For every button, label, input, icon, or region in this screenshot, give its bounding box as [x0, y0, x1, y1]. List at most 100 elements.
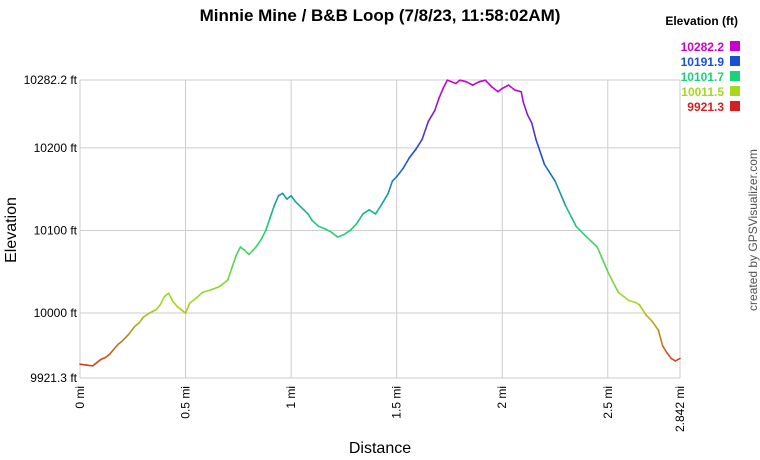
elevation-line-segment	[408, 148, 417, 159]
legend-swatch	[730, 71, 740, 81]
elevation-line-segment	[343, 229, 352, 236]
elevation-line-segment	[195, 291, 204, 299]
legend-title: Elevation (ft)	[665, 14, 738, 28]
elevation-line-segment	[661, 345, 668, 354]
x-tick-label: 1.5 mi	[390, 386, 404, 419]
elevation-line-segment	[628, 299, 637, 304]
elevation-line-segment	[395, 167, 404, 178]
elevation-line-segment	[172, 300, 178, 308]
elevation-line-segment	[134, 322, 140, 328]
elevation-line-segment	[311, 219, 320, 228]
elevation-line-segment	[155, 303, 162, 311]
y-tick-label: 10100 ft	[34, 223, 78, 237]
elevation-line-segment	[121, 333, 130, 342]
elevation-line-segment	[497, 87, 504, 93]
elevation-line-segment	[606, 270, 620, 294]
legend-value: 9921.3	[687, 100, 724, 114]
elevation-line-segment	[465, 81, 474, 86]
elevation-line-segment	[427, 109, 436, 123]
elevation-line-segment	[163, 292, 170, 298]
elevation-line-segment	[520, 90, 525, 104]
elevation-line-segment	[657, 329, 664, 347]
elevation-line-segment	[596, 246, 609, 273]
elevation-line-segment	[459, 79, 468, 83]
y-tick-labels: 9921.3 ft 10000 ft 10100 ft 10200 ft 10282.2…	[24, 73, 78, 385]
elevation-line-segment	[269, 204, 276, 219]
elevation-line-segment	[167, 292, 174, 303]
elevation-line-segment	[138, 316, 145, 324]
elevation-line-segment	[564, 204, 577, 228]
elevation-line-segment	[414, 138, 423, 151]
elevation-line-segment	[302, 209, 309, 215]
elevation-line-segment	[148, 308, 157, 314]
elevation-line-segment	[260, 229, 267, 240]
elevation-line-segment	[368, 209, 377, 215]
elevation-line-segment	[575, 225, 588, 238]
elevation-line-segment	[501, 84, 510, 90]
elevation-line-segment	[585, 236, 599, 248]
elevation-line-segment	[330, 231, 339, 238]
x-tick-label: 0 mi	[73, 386, 87, 409]
elevation-line-segment	[471, 81, 480, 86]
elevation-line-segment	[526, 114, 533, 124]
legend-swatch	[730, 56, 740, 66]
elevation-line-segment	[159, 295, 166, 306]
elevation-line-segment	[317, 225, 326, 230]
elevation-line-segment	[507, 84, 516, 91]
y-axis-title: Elevation	[3, 197, 20, 263]
elevation-line-segment	[85, 364, 94, 367]
elevation-line-segment	[188, 297, 197, 304]
elevation-line-segment	[176, 305, 183, 311]
elevation-line-segment	[286, 194, 292, 200]
elevation-line-segment	[201, 289, 212, 294]
elevation-line-segment	[421, 120, 430, 141]
y-tick-label: 10000 ft	[34, 306, 78, 320]
elevation-line-segment	[391, 175, 398, 182]
elevation-line-segment	[112, 343, 119, 351]
legend-value: 10191.9	[681, 55, 725, 69]
elevation-line-segment	[231, 254, 238, 269]
x-tick-label: 2.842 mi	[673, 386, 687, 432]
elevation-line-segment	[239, 246, 246, 252]
elevation-line-segment	[617, 291, 630, 302]
elevation-line-segment	[651, 320, 660, 332]
elevation-line-segment	[666, 351, 672, 360]
elevation-line-segment	[180, 308, 187, 314]
elevation-line-segment	[490, 85, 499, 93]
elevation-line-segment	[349, 223, 358, 232]
elevation-line-segment	[535, 138, 546, 166]
y-tick-label: 9921.3 ft	[30, 371, 77, 385]
elevation-line-segment	[644, 313, 653, 323]
elevation-line-segment	[433, 97, 440, 112]
elevation-line-segment	[248, 249, 254, 256]
elevation-line-segment	[442, 79, 449, 90]
elevation-line-segment	[79, 363, 88, 366]
legend-value: 10101.7	[681, 70, 725, 84]
elevation-line-segment	[543, 163, 556, 182]
elevation-line-segment	[273, 194, 280, 207]
elevation-line-segment	[554, 180, 567, 207]
grid-lines	[79, 79, 681, 379]
elevation-line-segment	[454, 79, 461, 85]
elevation-line-segment	[514, 89, 523, 93]
elevation-line-segment	[324, 227, 333, 233]
legend-swatch	[730, 101, 740, 111]
elevation-line-segment	[387, 180, 394, 195]
elevation-line-segment	[243, 249, 250, 256]
elevation-line-segment	[670, 357, 677, 362]
elevation-line-segment	[91, 361, 98, 367]
elevation-line-segment	[638, 303, 647, 316]
elevation-line-segment	[127, 325, 136, 336]
elevation-line-segment	[281, 192, 288, 200]
elevation-line-segment	[355, 213, 364, 225]
x-tick-label: 0.5 mi	[179, 386, 193, 419]
elevation-line-segment	[235, 246, 242, 257]
elevation-line-segment	[522, 101, 529, 116]
y-tick-label: 10282.2 ft	[24, 73, 78, 87]
legend-swatch	[730, 86, 740, 96]
elevation-line-segment	[108, 348, 115, 356]
chart-title: Minnie Mine / B&B Loop (7/8/23, 11:58:02…	[200, 6, 561, 25]
elevation-line-segment	[210, 285, 221, 291]
elevation-line-segment	[307, 213, 314, 222]
